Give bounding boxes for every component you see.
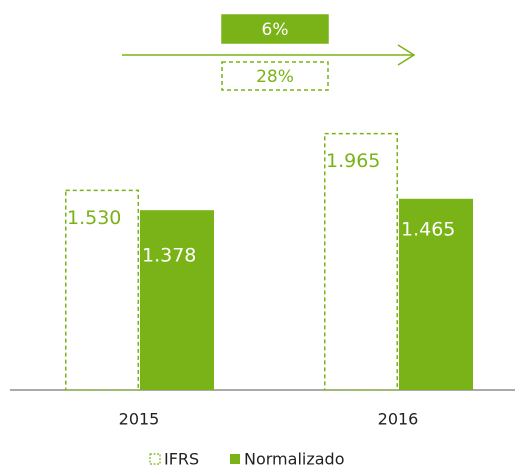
bar (324, 132, 398, 391)
annotation-label: 6% (262, 20, 289, 40)
x-tick-label: 2016 (378, 410, 419, 429)
bar (399, 198, 473, 390)
legend-label: IFRS (164, 450, 199, 469)
annotation-box (221, 14, 329, 44)
data-label: 1.465 (401, 218, 455, 240)
annotation-label: 28% (256, 67, 294, 87)
legend-swatch (149, 453, 161, 465)
bar (65, 189, 139, 391)
data-label: 1.378 (142, 245, 196, 267)
annotation-box (221, 61, 329, 91)
arrow-head (397, 44, 416, 66)
legend-label: Normalizado (244, 450, 344, 469)
legend-swatch (230, 454, 240, 464)
bar (140, 210, 214, 390)
data-label: 1.965 (326, 150, 380, 172)
data-label: 1.530 (67, 207, 121, 229)
x-tick-label: 2015 (119, 410, 160, 429)
